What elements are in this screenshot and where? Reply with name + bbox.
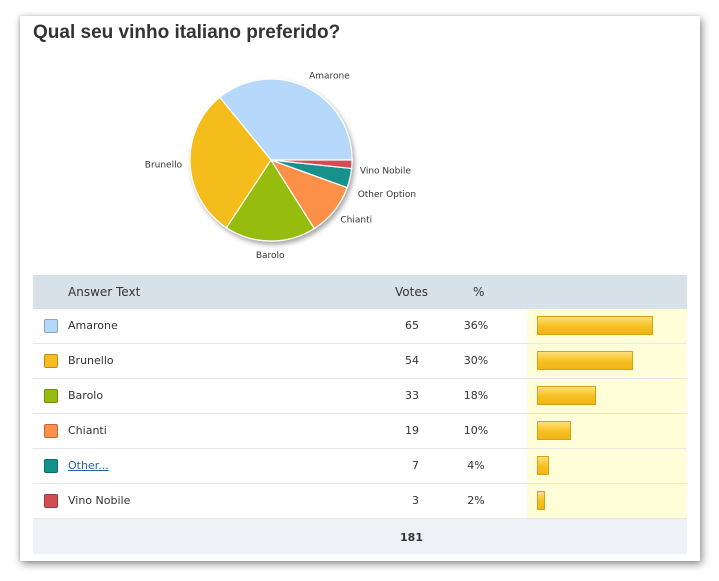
pie-slice-vino-nobile [270, 159, 353, 170]
bar-cell [527, 379, 687, 413]
bar-cell [527, 414, 687, 448]
bar-cell [527, 484, 687, 518]
table-row: Brunello 54 30% [33, 344, 687, 379]
vote-count: 33 [405, 389, 419, 402]
pie-label-brunello: Brunello [145, 161, 183, 171]
votes-header: Votes [395, 285, 428, 299]
vote-bar [537, 316, 653, 335]
vote-bar [537, 386, 596, 405]
poll-title: Qual seu vinho italiano preferido? [33, 22, 341, 43]
answer-text: Brunello [68, 354, 114, 367]
pie-slice-amarone [218, 78, 353, 161]
pie-chart: Amarone Brunello Barolo Chianti Other Option… [145, 72, 416, 261]
bar-cell [527, 309, 687, 343]
color-swatch [44, 389, 58, 403]
table-footer: 181 [33, 519, 687, 554]
table-row: Vino Nobile 3 2% [33, 484, 687, 519]
vote-count: 54 [405, 354, 419, 367]
bar-cell [527, 449, 687, 483]
other-answers-link[interactable]: Other... [68, 459, 109, 472]
total-votes: 181 [400, 531, 423, 544]
pie-label-amarone: Amarone [309, 72, 350, 82]
pie-label-vino-nobile: Vino Nobile [360, 167, 411, 177]
answer-text: Amarone [68, 319, 118, 332]
vote-count: 7 [412, 459, 419, 472]
bar-cell [527, 344, 687, 378]
color-swatch [44, 319, 58, 333]
vote-bar [537, 421, 571, 440]
pie-label-other-option: Other Option [358, 190, 416, 200]
vote-bar [537, 351, 633, 370]
poll-results-panel: Qual seu vinho italiano preferido? Amaro… [20, 16, 700, 561]
vote-count: 19 [405, 424, 419, 437]
vote-percent: 2% [467, 494, 485, 507]
vote-count: 65 [405, 319, 419, 332]
color-swatch [44, 354, 58, 368]
vote-bar [537, 456, 549, 475]
color-swatch [44, 459, 58, 473]
vote-bar [537, 491, 545, 510]
vote-count: 3 [412, 494, 419, 507]
answer-text: Vino Nobile [68, 494, 131, 507]
pie-label-barolo: Barolo [256, 251, 285, 261]
table-row: Other... 7 4% [33, 449, 687, 484]
answer-text: Barolo [68, 389, 104, 402]
table-body: Amarone 65 36% Brunello 54 30% Barolo 33 18% Chia… [33, 309, 687, 519]
vote-percent: 30% [463, 354, 489, 367]
answer-text: Chianti [68, 424, 107, 437]
table-header: Answer Text Votes % [33, 275, 687, 309]
vote-percent: 10% [463, 424, 489, 437]
table-row: Chianti 19 10% [33, 414, 687, 449]
table-row: Barolo 33 18% [33, 379, 687, 414]
answer-text-header: Answer Text [68, 285, 141, 299]
pie-slice-brunello [189, 96, 272, 229]
vote-percent: 18% [463, 389, 489, 402]
color-swatch [44, 424, 58, 438]
color-swatch [44, 494, 58, 508]
percent-header: % [473, 285, 485, 299]
vote-percent: 4% [467, 459, 485, 472]
pie-slice-barolo [225, 158, 316, 242]
table-row: Amarone 65 36% [33, 309, 687, 344]
vote-percent: 36% [463, 319, 489, 332]
results-table: Answer Text Votes % Amarone 65 36% Brunello… [33, 275, 687, 554]
pie-label-chianti: Chianti [340, 216, 372, 226]
